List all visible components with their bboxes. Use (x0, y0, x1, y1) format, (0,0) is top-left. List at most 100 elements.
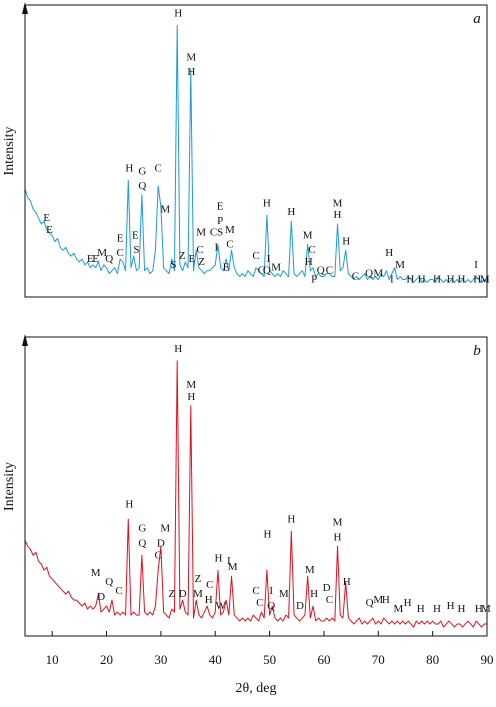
peak-label: Q (105, 576, 113, 588)
peak-label: H (404, 597, 412, 609)
peak-label: C (258, 265, 265, 277)
peak-label: M (395, 259, 405, 271)
peak-label: H (447, 273, 455, 285)
peak-label: H (187, 66, 195, 78)
peak-label: H (334, 209, 342, 221)
peak-label: D (323, 582, 331, 594)
peak-label: Q (317, 265, 325, 277)
peak-label: S (133, 244, 139, 256)
x-tick-label: 90 (481, 652, 494, 667)
peak-label: D (296, 600, 304, 612)
peak-label: H (406, 273, 414, 285)
peak-label: I (474, 259, 478, 271)
y-axis-arrow (22, 2, 28, 14)
y-axis-arrow (22, 334, 28, 346)
peak-label: C (196, 244, 203, 256)
x-tick-label: 10 (46, 652, 59, 667)
peak-label: H (342, 235, 350, 247)
x-tick-label: 50 (263, 652, 276, 667)
peak-label: M (97, 247, 107, 259)
peak-label: M (373, 268, 383, 280)
y-axis-label: Intensity (2, 462, 17, 511)
x-tick-label: 20 (100, 652, 113, 667)
peak-label: H (418, 273, 426, 285)
peak-label: H (187, 391, 195, 403)
peak-label: H (473, 273, 481, 285)
peak-label: G (138, 522, 146, 534)
peak-label: Z (198, 256, 205, 268)
peak-label: H (263, 528, 271, 540)
peak-label: M (186, 379, 196, 391)
peak-label: I (214, 241, 218, 253)
peak-label: W (215, 600, 226, 612)
peak-label: E (132, 230, 139, 242)
peak-label: P (217, 215, 223, 227)
plot-frame (24, 336, 488, 637)
x-tick-label: 40 (209, 652, 222, 667)
peak-label: E (43, 212, 50, 224)
peak-label: H (125, 162, 133, 174)
peak-label: H (343, 576, 351, 588)
peak-label: H (174, 8, 182, 20)
x-tick-label: 80 (426, 652, 439, 667)
peak-label: M (373, 594, 383, 606)
peak-label: H (263, 197, 271, 209)
panel-label: a (473, 11, 481, 27)
peak-label: H (310, 588, 318, 600)
peak-label: C (308, 244, 315, 256)
peak-label: M (160, 203, 170, 215)
peak-label: H (205, 594, 213, 606)
peak-label: M (480, 273, 490, 285)
peak-label: Z (168, 588, 175, 600)
spectrum-line (24, 360, 487, 628)
peak-label: M (193, 588, 203, 600)
peak-label: C (326, 594, 333, 606)
peak-label: C (210, 227, 217, 239)
peak-label: M (225, 224, 235, 236)
peak-label: E (188, 253, 195, 265)
peak-label: M (305, 564, 315, 576)
peak-label: C (116, 247, 123, 259)
peak-label: Q (138, 180, 146, 192)
peak-label: C (326, 265, 333, 277)
peak-label: M (196, 227, 206, 239)
peak-label: H (457, 273, 465, 285)
peak-label: Q (263, 265, 271, 277)
peak-label: C (115, 585, 122, 597)
peak-label: Z (194, 573, 201, 585)
peak-label: E (117, 233, 124, 245)
peak-label: C (226, 238, 233, 250)
peak-label: D (179, 588, 187, 600)
peak-label: H (433, 603, 441, 615)
peak-label: H (125, 498, 133, 510)
peak-label: C (206, 579, 213, 591)
x-tick-label: 30 (154, 652, 167, 667)
peak-label: H (305, 256, 313, 268)
peak-label: I (227, 555, 231, 567)
peak-label: Q (365, 268, 373, 280)
peak-label: C (352, 270, 359, 282)
peak-label: Q (267, 600, 275, 612)
peak-label: H (475, 603, 483, 615)
peak-label: H (215, 552, 223, 564)
peak-label: D (157, 537, 165, 549)
peak-label: H (417, 603, 425, 615)
peak-label: M (333, 516, 343, 528)
peak-label: M (160, 522, 170, 534)
x-tick-label: 60 (317, 652, 330, 667)
peak-label: D (97, 591, 105, 603)
peak-label: H (287, 513, 295, 525)
peak-label: Q (138, 537, 146, 549)
peak-label: H (287, 206, 295, 218)
peak-label: P (311, 273, 317, 285)
plot-frame (24, 4, 488, 298)
peak-label: C (252, 250, 259, 262)
peak-label: Z (179, 250, 186, 262)
peak-label: M (303, 230, 313, 242)
peak-label: H (334, 531, 342, 543)
peak-label: E (92, 253, 99, 265)
peak-label: M (279, 588, 289, 600)
peak-label: Q (105, 253, 113, 265)
peak-label: S (170, 259, 176, 271)
y-axis-label: Intensity (2, 127, 17, 176)
